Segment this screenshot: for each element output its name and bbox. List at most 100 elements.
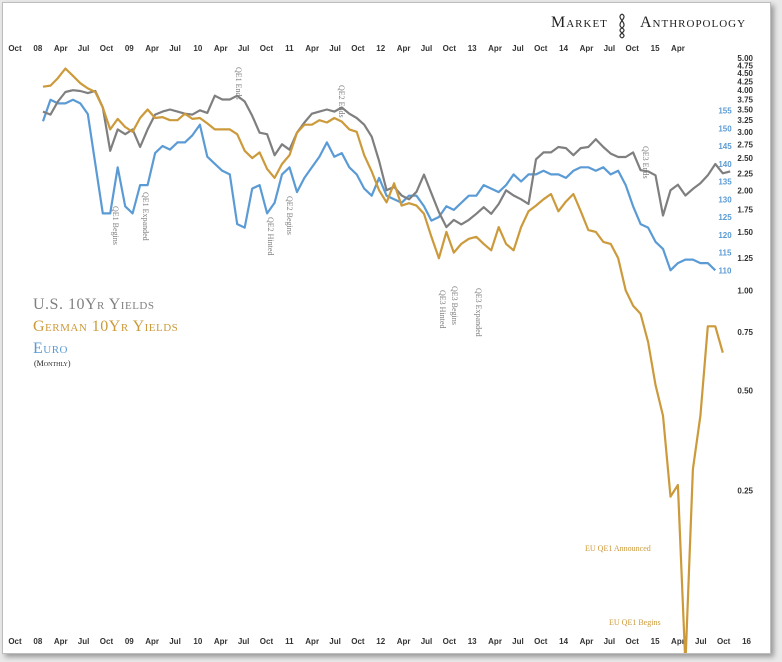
legend: U.S. 10Yr Yields German 10Yr Yields Euro… [33,296,178,368]
x-tick-bottom-17: Apr [397,637,411,646]
x-tick-bottom-28: 15 [651,637,660,646]
x-tick-top-26: Jul [604,44,616,53]
euro-tick-145: 145 [718,142,732,151]
x-tick-bottom-14: Jul [329,637,341,646]
brand-right: Anthropology [640,14,746,31]
x-tick-top-12: 11 [285,44,294,53]
euro-tick-110: 110 [719,266,732,275]
yield-tick-1-75: 1.75 [737,206,753,215]
euro-tick-135: 135 [718,178,732,187]
euro-tick-155: 155 [718,107,732,116]
x-tick-bottom-16: 12 [376,637,385,646]
x-tick-top-28: 15 [651,44,660,53]
annotation-qe1-begins: QE1 Begins [111,206,120,245]
x-axis-top: Oct 08 Apr Jul Oct 09 Apr Jul 10 Apr Jul Oct 11 Apr Ju… [8,44,685,53]
x-tick-bottom-22: Jul [512,637,524,646]
x-tick-bottom-12: 11 [285,637,294,646]
x-tick-top-11: Oct [260,44,274,53]
x-tick-bottom-25: Apr [580,637,594,646]
euro-tick-120: 120 [718,231,732,240]
x-tick-top-0: Oct [8,44,22,53]
annotations: QE1 Begins QE1 Expanded QE1 Ends QE2 Hinted… [111,67,661,627]
x-tick-bottom-18: Jul [421,637,433,646]
yield-tick-4-00: 4.00 [737,86,753,95]
x-tick-top-16: 12 [376,44,385,53]
series-line-euro [41,98,717,272]
yield-tick-1-25: 1.25 [737,254,753,263]
x-tick-bottom-13: Apr [305,637,319,646]
yield-tick-2-25: 2.25 [737,169,753,178]
legend-frequency: (Monthly) [34,359,71,368]
x-tick-top-5: 09 [125,44,134,53]
x-tick-bottom-9: Apr [214,637,228,646]
series-line-u-s-10yr-yields [42,89,731,229]
x-tick-top-25: Apr [580,44,594,53]
annotation-qe1-ends: QE1 Ends [234,67,243,100]
x-tick-top-24: 14 [559,44,568,53]
legend-us: U.S. 10Yr Yields [33,296,154,313]
annotation-qe1-expanded: QE1 Expanded [141,192,150,241]
x-tick-bottom-23: Oct [534,637,548,646]
x-tick-bottom-26: Jul [604,637,616,646]
x-tick-bottom-24: 14 [559,637,568,646]
euro-tick-140: 140 [718,160,732,169]
yield-tick-1-00: 1.00 [737,286,753,295]
x-tick-top-14: Jul [329,44,341,53]
x-tick-bottom-15: Oct [351,637,365,646]
x-tick-bottom-7: Jul [169,637,181,646]
x-tick-bottom-6: Apr [145,637,159,646]
annotation-qe3-begins: QE3 Begins [450,286,459,325]
x-tick-bottom-19: Oct [443,637,457,646]
brand-logo: Market Anthropology [551,13,746,39]
x-tick-bottom-30: Jul [695,637,707,646]
x-tick-top-15: Oct [351,44,365,53]
x-tick-top-20: 13 [468,44,477,53]
legend-eu: Euro [33,340,68,357]
x-tick-bottom-21: Apr [488,637,502,646]
x-tick-bottom-11: Oct [260,637,274,646]
annotation-eu-qe1-announced: EU QE1 Announced [585,544,651,553]
x-tick-bottom-0: Oct [8,637,22,646]
yield-tick-3-75: 3.75 [737,96,753,105]
annotation-qe2-begins: QE2 Begins [285,196,294,235]
euro-tick-115: 115 [719,249,732,258]
x-tick-bottom-2: Apr [54,637,68,646]
x-tick-bottom-3: Jul [78,637,90,646]
annotation-eu-qe1-begins: EU QE1 Begins [609,618,661,627]
yield-tick-4-50: 4.50 [737,69,753,78]
x-tick-bottom-29: Apr [671,637,685,646]
x-tick-top-22: Jul [512,44,524,53]
yield-tick-4-75: 4.75 [737,61,753,70]
annotation-qe2-ends: QE2 Ends [337,85,346,118]
x-tick-top-4: Oct [100,44,114,53]
annotation-qe3-hinted: QE3 Hinted [438,290,447,328]
x-tick-top-3: Jul [78,44,90,53]
x-tick-top-13: Apr [305,44,319,53]
x-tick-bottom-32: 16 [742,637,751,646]
x-tick-top-29: Apr [671,44,685,53]
x-axis-bottom: Oct 08 Apr Jul Oct 09 Apr Jul 10 Apr Jul Oct 11 Apr Ju… [8,637,751,646]
x-tick-top-18: Jul [421,44,433,53]
yield-tick-4-25: 4.25 [737,77,753,86]
yield-tick-0-50: 0.50 [737,387,753,396]
x-tick-top-7: Jul [169,44,181,53]
x-tick-bottom-5: 09 [125,637,134,646]
yields-chart: Market Anthropology Oct 08 Apr Jul Oct 09 Apr J… [8,13,754,653]
x-tick-top-10: Jul [238,44,250,53]
x-tick-bottom-20: 13 [468,637,477,646]
x-tick-top-23: Oct [534,44,548,53]
euro-tick-130: 130 [718,195,732,204]
x-tick-top-9: Apr [214,44,228,53]
brand-left: Market [551,14,608,31]
euro-axis: 155 150 145 140 135 130 125 120 115 110 [718,107,732,276]
series-lines [41,67,731,653]
x-tick-bottom-1: 08 [33,637,42,646]
yield-tick-2-75: 2.75 [737,140,753,149]
series-line-german-10yr-yields [42,67,724,653]
yield-tick-2-50: 2.50 [737,154,753,163]
x-tick-top-6: Apr [145,44,159,53]
annotation-qe3-ends: QE3 Ends [641,146,650,179]
dna-icon [619,13,625,39]
x-tick-top-19: Oct [443,44,457,53]
x-tick-bottom-31: Oct [717,637,731,646]
